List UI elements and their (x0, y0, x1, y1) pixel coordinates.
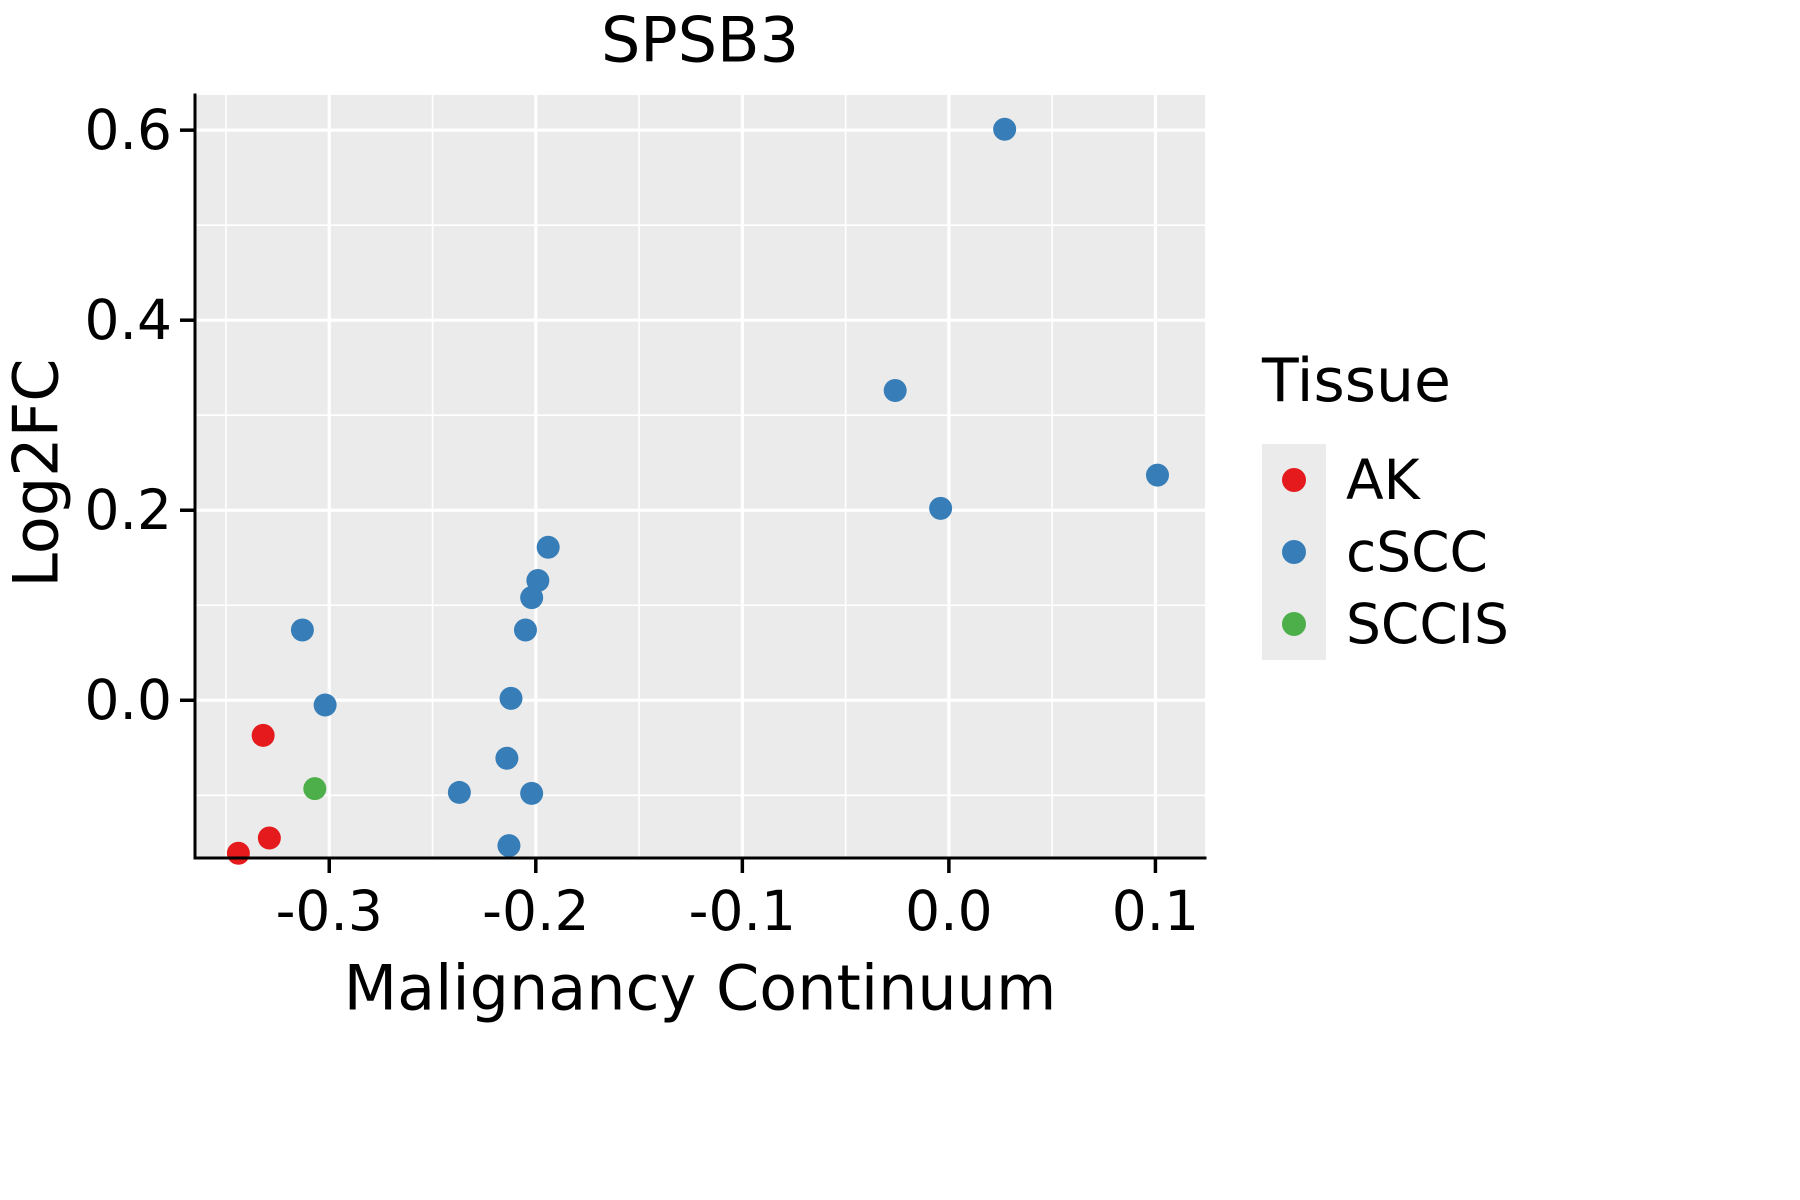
legend-label: cSCC (1346, 520, 1488, 584)
data-point-cSCC (513, 618, 537, 642)
data-point-cSCC (883, 379, 907, 403)
y-tick-label: 0.0 (84, 668, 172, 733)
data-point-cSCC (520, 586, 544, 610)
legend-dot-icon (1282, 612, 1306, 636)
x-tick-label: 0.1 (1111, 879, 1200, 943)
y-axis-title: Log2FC (0, 358, 73, 588)
data-point-cSCC (447, 780, 471, 804)
legend-label: SCCIS (1346, 592, 1509, 656)
data-point-cSCC (993, 117, 1017, 141)
x-tick-label: -0.3 (275, 879, 383, 943)
data-point-cSCC (536, 535, 560, 559)
data-point-cSCC (313, 693, 337, 717)
x-tick-label: -0.2 (482, 879, 590, 943)
x-tick-label: 0.0 (905, 879, 993, 943)
data-point-SCCIS (303, 777, 327, 801)
y-tick-label: 0.4 (84, 288, 172, 353)
legend-label: AK (1346, 448, 1420, 512)
legend-key-swatch (1262, 588, 1326, 660)
data-point-cSCC (499, 686, 523, 710)
legend-item-SCCIS: SCCIS (1262, 588, 1509, 660)
x-tick-label: -0.1 (688, 879, 796, 943)
legend-items: AK cSCC SCCIS (1262, 444, 1509, 660)
legend-dot-icon (1282, 468, 1306, 492)
legend-key-swatch (1262, 444, 1326, 516)
data-point-AK (226, 841, 250, 865)
legend-key-swatch (1262, 516, 1326, 588)
legend: Tissue AK cSCC SCCIS (1262, 346, 1509, 660)
legend-item-AK: AK (1262, 444, 1509, 516)
data-point-cSCC (497, 834, 521, 858)
y-tick-label: 0.2 (84, 478, 172, 543)
y-tick-label: 0.6 (84, 98, 172, 163)
legend-title: Tissue (1262, 346, 1451, 416)
x-axis-title: Malignancy Continuum (343, 951, 1057, 1025)
data-point-cSCC (495, 746, 519, 770)
legend-item-cSCC: cSCC (1262, 516, 1509, 588)
data-point-cSCC (520, 781, 544, 805)
data-point-cSCC (929, 496, 953, 520)
data-point-cSCC (290, 618, 314, 642)
chart-title: SPSB3 (600, 3, 800, 77)
data-point-cSCC (1145, 463, 1169, 487)
data-point-AK (257, 826, 281, 850)
legend-dot-icon (1282, 540, 1306, 564)
data-point-AK (251, 723, 275, 747)
panel-background (195, 95, 1205, 858)
